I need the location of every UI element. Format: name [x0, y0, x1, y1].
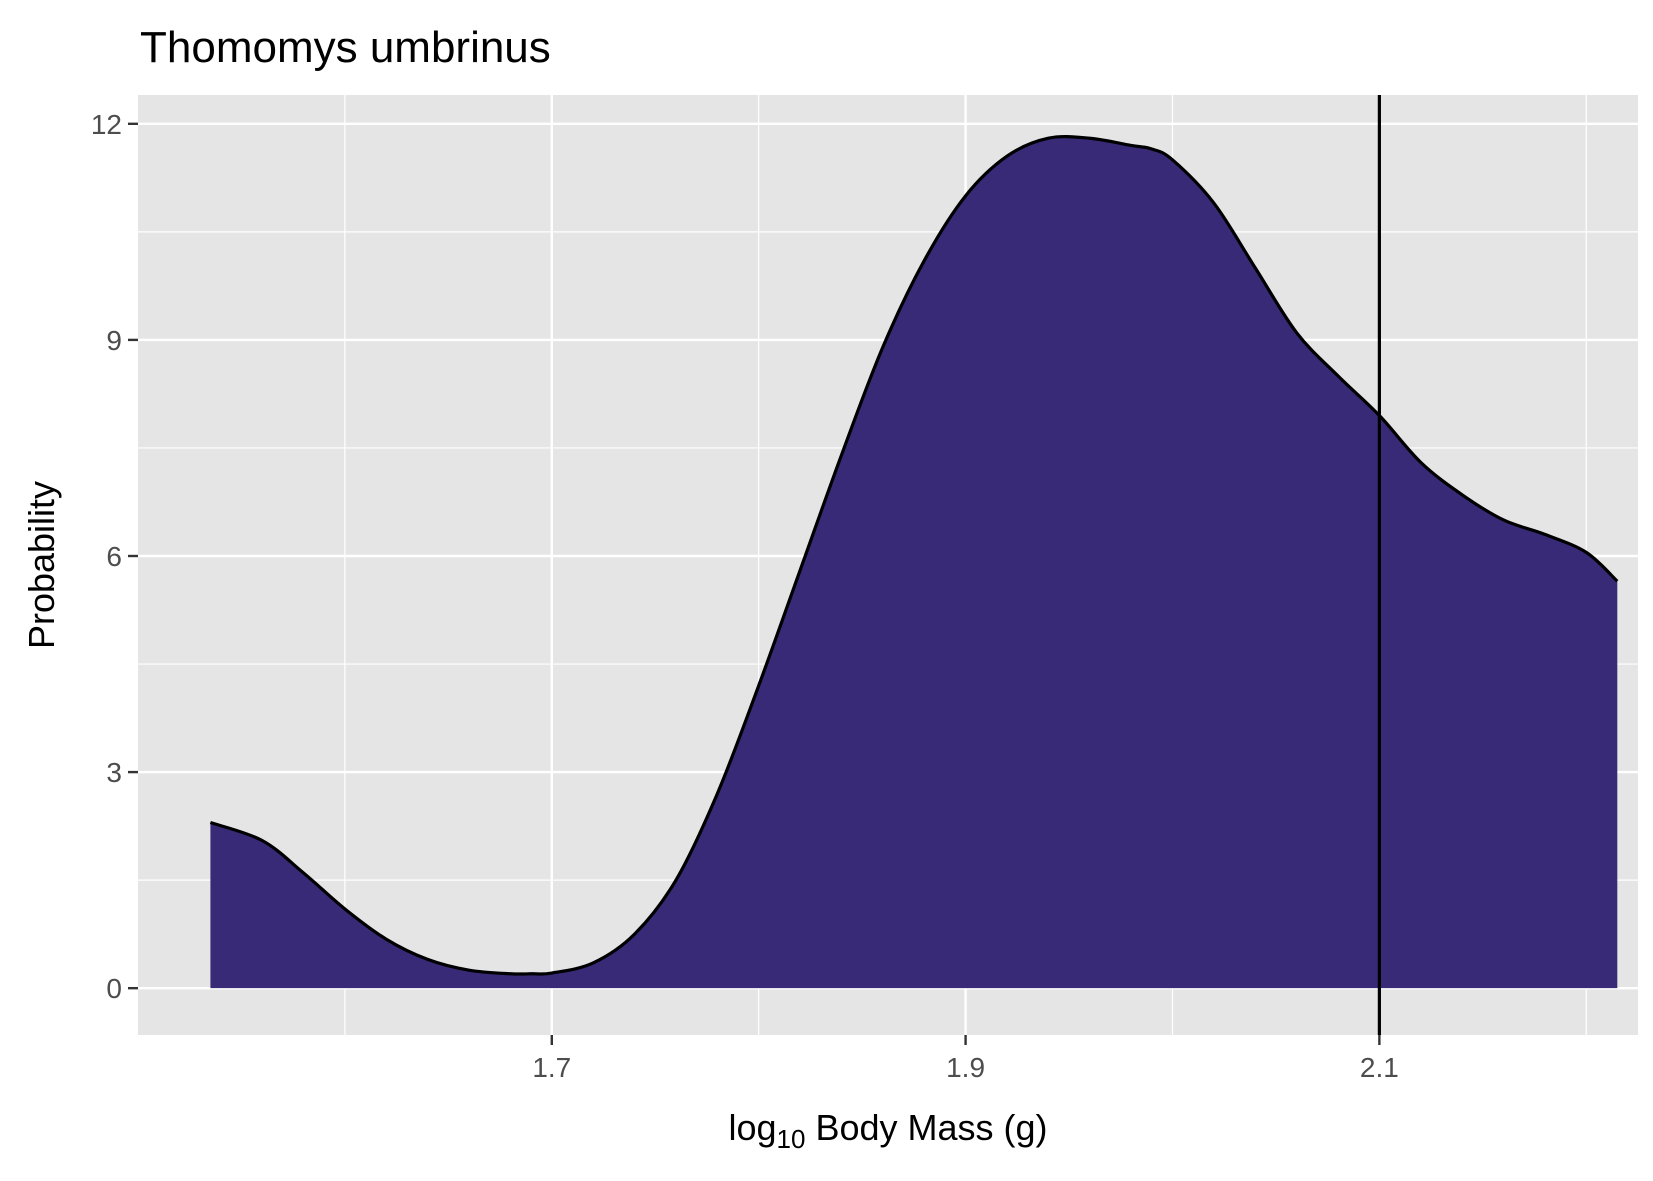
x-tick-label-1: 1.9	[946, 1052, 985, 1083]
x-tick-label-2: 2.1	[1360, 1052, 1399, 1083]
y-axis-title: Probability	[21, 481, 62, 649]
x-tick-label-0: 1.7	[532, 1052, 571, 1083]
x-axis: 1.7 1.9 2.1	[532, 1035, 1399, 1083]
y-tick-label-2: 6	[106, 541, 122, 572]
density-area	[210, 136, 1618, 989]
y-axis: 0 3 6 9 12	[91, 109, 138, 1004]
x-axis-title-prefix: log	[728, 1107, 776, 1148]
y-tick-label-3: 9	[106, 325, 122, 356]
y-tick-label-1: 3	[106, 757, 122, 788]
x-axis-title-subscript: 10	[777, 1124, 806, 1154]
y-tick-label-0: 0	[106, 973, 122, 1004]
density-line	[209, 134, 1619, 976]
x-axis-title: log10 Body Mass (g)	[728, 1107, 1047, 1154]
y-tick-label-4: 12	[91, 109, 122, 140]
chart-title: Thomomys umbrinus	[140, 23, 551, 72]
x-axis-title-suffix: Body Mass (g)	[805, 1107, 1047, 1148]
